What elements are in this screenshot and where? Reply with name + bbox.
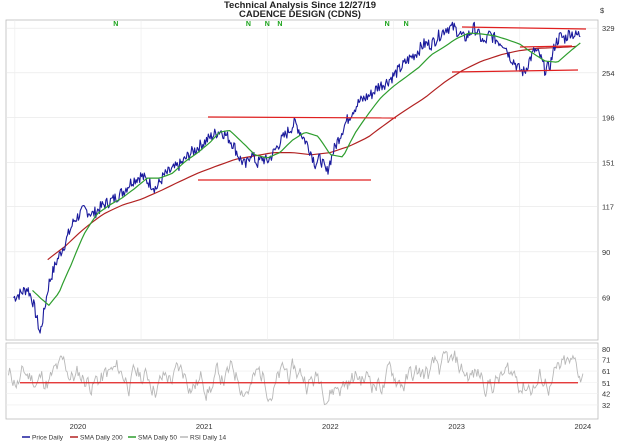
n-marker: N <box>404 21 409 28</box>
sma-200-line <box>47 45 577 261</box>
y-axis: 329 254 196 151 117 90 69 <box>6 24 615 303</box>
x-tick-label: 2021 <box>196 422 213 431</box>
y-tick-label: 254 <box>602 69 615 78</box>
legend: Price Daily SMA Daily 200 SMA Daily 50 RSI … <box>22 435 227 442</box>
sma-50-line <box>32 32 581 307</box>
n-marker: N <box>113 21 118 28</box>
rsi-panel <box>8 350 584 406</box>
y-axis-unit-label: $ <box>600 6 605 15</box>
resistance-line-2022 <box>207 116 397 119</box>
y-tick-label: 329 <box>602 24 615 33</box>
rsi-line <box>8 350 584 406</box>
x-tick-label: 2023 <box>448 422 465 431</box>
chart-title: Technical Analysis Since 12/27/19 <box>224 0 376 11</box>
y-tick-label: 90 <box>602 248 610 257</box>
sma-50-layer <box>32 32 581 307</box>
rsi-tick-label: 61 <box>602 367 610 376</box>
price-panel-frame <box>5 19 599 341</box>
legend-entry: SMA Daily 50 <box>138 435 177 442</box>
price-layer <box>13 21 581 334</box>
n-marker: N <box>246 21 251 28</box>
chart-subtitle: CADENCE DESIGN (CDNS) <box>239 9 361 20</box>
rsi-tick-label: 51 <box>602 379 610 388</box>
legend-entry: Price Daily <box>32 435 64 442</box>
y-tick-label: 196 <box>602 114 615 123</box>
x-tick-label: 2020 <box>70 422 87 431</box>
n-marker: N <box>277 21 282 28</box>
sma-200-layer <box>47 45 577 261</box>
x-tick-label: 2022 <box>322 422 339 431</box>
legend-entry: SMA Daily 200 <box>80 435 123 442</box>
legend-entry: RSI Daily 14 <box>190 435 227 442</box>
trend-lines <box>198 26 587 181</box>
resistance-line-2024 <box>461 26 587 30</box>
rsi-tick-label: 71 <box>602 355 610 364</box>
rsi-tick-label: 80 <box>602 345 610 354</box>
n-marker: N <box>265 21 270 28</box>
x-tick-label: 2024 <box>575 422 592 431</box>
y-tick-label: 151 <box>602 159 615 168</box>
rsi-panel-frame <box>5 342 599 420</box>
rsi-tick-label: 32 <box>602 401 610 410</box>
support-line-2024 <box>451 69 579 73</box>
n-marker: N <box>385 21 390 28</box>
y-tick-label: 69 <box>602 294 610 303</box>
price-line <box>13 21 581 334</box>
mid-line-2024 <box>519 45 573 48</box>
y-tick-label: 117 <box>602 203 614 212</box>
rsi-tick-label: 42 <box>602 389 610 398</box>
x-axis: 2020 2021 2022 2023 2024 <box>14 20 592 431</box>
